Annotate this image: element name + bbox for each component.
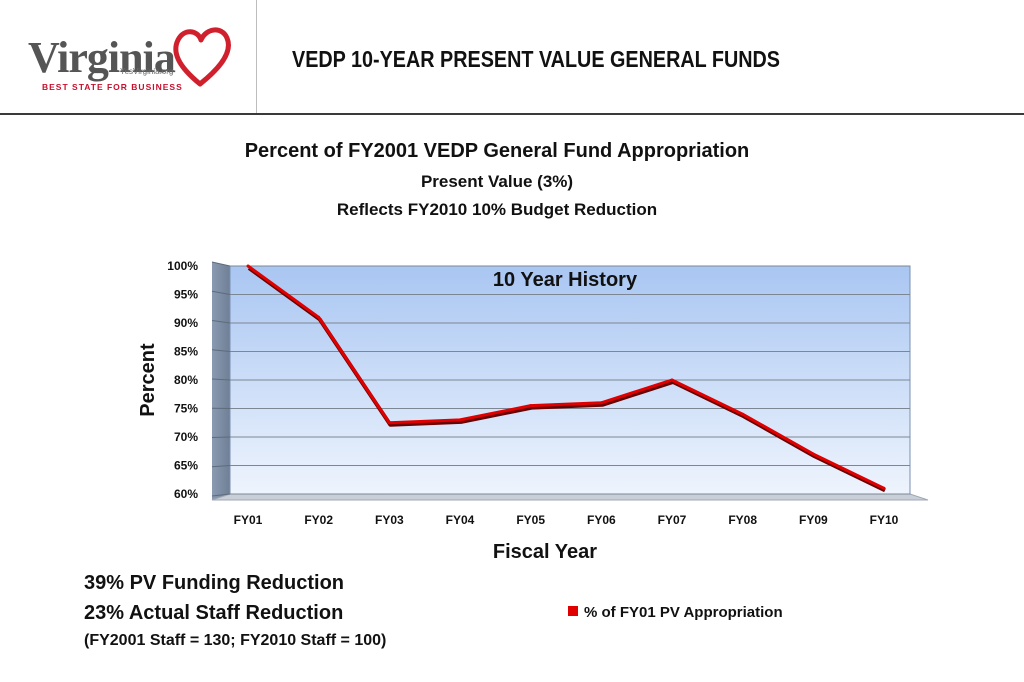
chart-title: Percent of FY2001 VEDP General Fund Appr… [244, 140, 750, 162]
legend-label: % of FY01 PV Appropriation [584, 604, 783, 621]
wall-gridline-90 [211, 320, 231, 324]
data-point-FY06 [599, 401, 603, 405]
legend-swatch [568, 606, 578, 616]
staff-reduction-note: 23% Actual Staff Reduction [84, 602, 344, 624]
logo-wordmark: Virginia [28, 33, 176, 82]
y-tick-label: 95% [174, 288, 198, 302]
funding-reduction-note: 39% PV Funding Reduction [84, 572, 345, 594]
header: Virginia YesVirginia.org BEST STATE FOR … [0, 0, 1024, 115]
chart-annotation: 10 Year History [493, 269, 638, 291]
data-point-FY10 [882, 486, 886, 490]
x-tick-label-FY01: FY01 [234, 513, 263, 527]
y-tick-label: 100% [167, 259, 198, 273]
x-tick-label-FY02: FY02 [304, 513, 333, 527]
chart-legend: % of FY01 PV Appropriation [568, 604, 783, 621]
data-point-FY08 [741, 412, 745, 416]
data-point-FY03 [387, 421, 391, 425]
x-tick-label-FY06: FY06 [587, 513, 616, 527]
x-tick-label-FY04: FY04 [446, 513, 475, 527]
plot-floor [211, 493, 929, 501]
wall-gridline-80 [211, 378, 231, 381]
logo-tagline: BEST STATE FOR BUSINESS [42, 82, 183, 92]
wall-gridline-95 [211, 290, 231, 295]
wall-gridline-65 [211, 465, 231, 468]
data-point-FY07 [670, 378, 674, 382]
logo-url: YesVirginia.org [120, 67, 174, 76]
x-tick-label-FY03: FY03 [375, 513, 404, 527]
data-point-FY02 [317, 315, 321, 319]
x-axis-title: Fiscal Year [493, 541, 597, 563]
wall-gridline-70 [211, 436, 231, 438]
heart-icon [173, 27, 231, 87]
x-tick-label-FY05: FY05 [516, 513, 545, 527]
plot-side-wall [212, 262, 230, 500]
series-line [247, 264, 885, 490]
y-axis-title: Percent [137, 343, 159, 417]
summary-notes: 39% PV Funding Reduction 23% Actual Staf… [84, 568, 386, 654]
data-point-FY01 [246, 264, 250, 268]
virginia-logo: Virginia YesVirginia.org BEST STATE FOR … [0, 0, 257, 114]
y-tick-label: 85% [174, 345, 198, 359]
y-tick-label: 65% [174, 459, 198, 473]
chart-subtitle-1: Present Value (3%) [420, 172, 574, 191]
x-tick-label-FY10: FY10 [870, 513, 899, 527]
wall-gridline-100 [211, 261, 231, 267]
x-tick-label-FY08: FY08 [728, 513, 757, 527]
y-tick-label: 70% [174, 430, 198, 444]
page-title: VEDP 10-YEAR PRESENT VALUE GENERAL FUNDS [292, 46, 781, 72]
chart-subtitle-2: Reflects FY2010 10% Budget Reduction [336, 200, 658, 219]
y-tick-label: 80% [174, 373, 198, 387]
wall-gridline-60 [211, 493, 231, 497]
wall-gridline-85 [211, 349, 231, 352]
y-tick-label: 60% [174, 487, 198, 501]
staff-count-note: (FY2001 Staff = 130; FY2010 Staff = 100) [84, 632, 387, 649]
y-tick-label: 90% [174, 316, 198, 330]
data-point-FY04 [458, 418, 462, 422]
data-point-FY09 [811, 452, 815, 456]
data-point-FY05 [529, 404, 533, 408]
x-tick-label-FY09: FY09 [799, 513, 828, 527]
x-tick-label-FY07: FY07 [658, 513, 687, 527]
header-divider [0, 113, 1024, 115]
y-tick-label: 75% [174, 402, 198, 416]
